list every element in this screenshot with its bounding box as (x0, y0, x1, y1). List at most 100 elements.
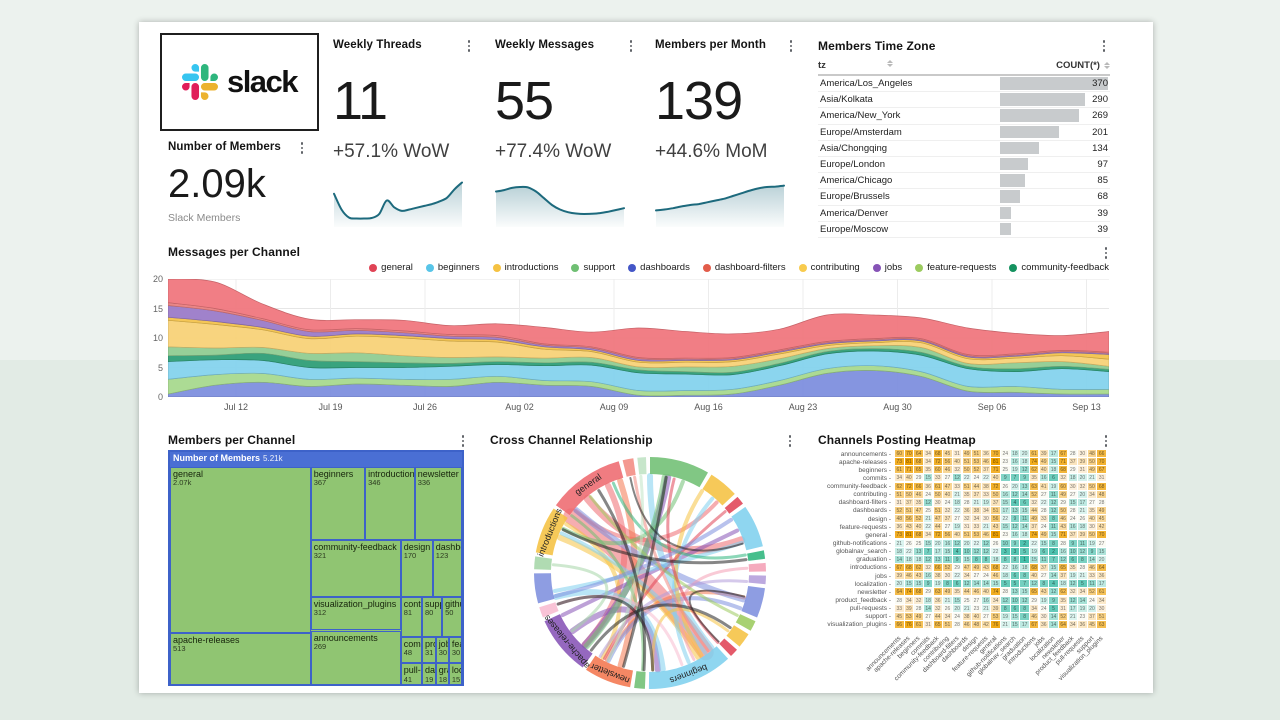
chord-arc (731, 506, 763, 551)
kpi-value: 55 (495, 71, 554, 131)
chord-arc (622, 458, 636, 477)
timezone-table-row: Europe/Brussels 68 (818, 189, 1110, 206)
sparkline-chart[interactable] (495, 174, 625, 227)
x-axis-tick: Aug 09 (599, 402, 629, 412)
area-series-general (168, 279, 1109, 359)
sort-icon[interactable] (887, 60, 894, 71)
treemap-cell-github-notifications[interactable]: github-notifications50 (442, 596, 462, 637)
heatmap-row-label: community-feedback - (827, 483, 891, 491)
legend-item[interactable]: jobs (872, 262, 902, 273)
x-axis-tick: Sep 13 (1072, 402, 1101, 412)
kpi-title: Weekly Threads (333, 39, 422, 51)
treemap-cell-newsletter[interactable]: newsletter 336 (414, 467, 462, 540)
timezone-table-row: America/New_York 269 (818, 108, 1110, 125)
treemap-cell-contributing[interactable]: contributing81 (400, 596, 422, 637)
kebab-menu-icon[interactable] (1100, 434, 1112, 448)
timezone-table-row: America/Los_Angeles 370 (818, 76, 1110, 93)
chord-arc (702, 474, 735, 506)
kebab-menu-icon[interactable] (625, 39, 637, 53)
legend-item[interactable]: support (571, 262, 615, 273)
kpi-title: Members per Month (655, 39, 766, 51)
treemap-cell-localization[interactable]: localization15 (448, 663, 462, 685)
heatmap-row-label: newsletter - (857, 588, 891, 596)
members-per-channel-treemap[interactable]: Number of Members 5.21k general 2.07k apach… (168, 450, 464, 686)
kebab-menu-icon[interactable] (457, 434, 469, 448)
legend-item[interactable]: dashboard-filters (702, 262, 786, 273)
chord-arc (534, 573, 555, 604)
stacked-area-chart[interactable] (168, 279, 1109, 397)
heatmap-row-label: pull-requests - (849, 605, 891, 613)
kebab-menu-icon[interactable] (463, 39, 475, 53)
heatmap-row-label: graduation - (856, 556, 891, 564)
chord-arc (650, 456, 708, 488)
treemap-body: general 2.07k apache-releases 513 beginners 3… (170, 467, 462, 685)
treemap-cell-commits[interactable]: commits48 (400, 637, 422, 664)
kebab-menu-icon[interactable] (296, 141, 308, 155)
x-axis-tick: Aug 16 (694, 402, 723, 412)
timezone-table-row: America/Chicago 85 (818, 173, 1110, 190)
heatmap-row-label: dashboard-filters - (838, 499, 891, 507)
kpi-delta: +57.1% WoW (333, 141, 450, 162)
kebab-menu-icon[interactable] (1100, 246, 1112, 260)
treemap-cell-jobs[interactable]: jobs30 (435, 637, 449, 664)
number-of-members-value: 2.09k (168, 162, 266, 206)
treemap-header[interactable]: Number of Members 5.21k (173, 453, 283, 463)
kebab-menu-icon[interactable] (1098, 39, 1110, 53)
treemap-cell-support[interactable]: support80 (422, 596, 443, 637)
heatmap-row-label: localization - (854, 580, 891, 588)
treemap-cell-dashboard-filters[interactable]: dashboard-filters19 (422, 663, 436, 685)
treemap-cell-visualization_plugins[interactable]: visualization_plugins 312 (310, 596, 401, 631)
sparkline-chart[interactable] (655, 174, 785, 227)
number-of-members-subtitle: Slack Members (168, 212, 241, 224)
kebab-menu-icon[interactable] (784, 434, 796, 448)
treemap-cell-graduation[interactable]: graduation18 (435, 663, 449, 685)
legend-item[interactable]: dashboards (628, 262, 690, 273)
members-per-channel-title: Members per Channel (168, 433, 296, 447)
chord-arc-apache-releases (544, 614, 593, 668)
treemap-cell-apache-releases[interactable]: apache-releases 513 (170, 632, 311, 685)
heatmap-row-label: globalnav_search - (836, 548, 891, 556)
chord-diagram[interactable]: beginnersnewsletterapache-releasesintrod… (520, 452, 780, 692)
timezone-table-row: Asia/Kolkata 290 (818, 92, 1110, 109)
legend-item[interactable]: feature-requests (915, 262, 996, 273)
column-header-count[interactable]: COUNT(*) (1056, 60, 1110, 71)
chord-arc (741, 586, 765, 618)
chord-arc-newsletter (586, 655, 633, 688)
heatmap-row-label: apache-releases - (838, 458, 891, 466)
heatmap-row-label: design - (867, 515, 891, 523)
chord-arc-general (555, 461, 624, 516)
treemap-cell-announcements[interactable]: announcements 269 (310, 630, 401, 685)
legend-item[interactable]: contributing (798, 262, 860, 273)
legend-item[interactable]: introductions (492, 262, 558, 273)
dashboard-canvas: slack Number of Members 2.09k Slack Memb… (139, 22, 1153, 693)
members-time-zone-title: Members Time Zone (818, 39, 936, 53)
heatmap-row-label: jobs - (875, 572, 891, 580)
chord-arc (539, 602, 559, 618)
x-axis-tick: Jul 12 (223, 402, 249, 412)
column-header-tz[interactable]: tz (818, 60, 826, 71)
treemap-cell-beginners[interactable]: beginners 367 (310, 467, 365, 540)
channels-posting-heatmap-title: Channels Posting Heatmap (818, 433, 976, 447)
legend-item[interactable]: community-feedback (1009, 262, 1109, 273)
legend-item[interactable]: beginners (425, 262, 480, 273)
heatmap-row-label: contributing - (853, 491, 891, 499)
sparkline-chart[interactable] (333, 174, 463, 227)
treemap-cell-community-feedback[interactable]: community-feedback 321 (310, 540, 401, 597)
legend-item[interactable]: general (369, 262, 413, 273)
treemap-cell-feature-requests[interactable]: feature-requests30 (448, 637, 462, 664)
kebab-menu-icon[interactable] (785, 39, 797, 53)
kpi-delta: +44.6% MoM (655, 141, 768, 162)
heatmap-row-label: product_feedback - (835, 596, 891, 604)
treemap-cell-product_feedback[interactable]: product_feedback31 (422, 637, 436, 664)
heatmap-row-label: visualization_plugins - (827, 621, 891, 629)
treemap-cell-dashboards[interactable]: dashboards123 (432, 540, 462, 597)
heatmap-grid[interactable]: 60 70 64 34 68 45 31 49 51 36 70 24 18 20 61 39 17 67 28 30… (895, 450, 1106, 628)
chord-arc (735, 614, 756, 631)
treemap-cell-pull-requests[interactable]: pull-requests41 (400, 663, 422, 685)
chord-arc (748, 575, 766, 585)
treemap-cell-design[interactable]: design 170 (400, 540, 433, 597)
treemap-cell-general[interactable]: general 2.07k (170, 467, 311, 633)
treemap-cell-introductions[interactable]: introductions 346 (365, 467, 415, 540)
sort-icon[interactable] (1103, 62, 1110, 69)
kpi-card-weekly-threads: Weekly Threads 11 +57.1% WoW (333, 39, 475, 227)
